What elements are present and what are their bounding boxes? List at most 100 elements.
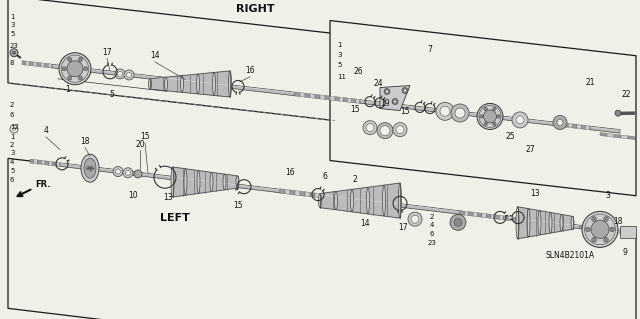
Text: 15: 15 [140,132,150,141]
Text: 1: 1 [10,134,15,140]
Polygon shape [504,216,508,220]
Text: 19: 19 [380,99,390,108]
Ellipse shape [180,76,184,92]
Ellipse shape [527,209,530,237]
Polygon shape [48,64,52,68]
Polygon shape [52,64,295,96]
Circle shape [115,69,125,79]
Ellipse shape [171,167,174,197]
Text: 11: 11 [337,74,346,80]
Polygon shape [38,160,41,164]
Ellipse shape [228,71,232,97]
Circle shape [78,76,83,80]
Polygon shape [595,227,600,231]
Polygon shape [559,122,564,127]
Polygon shape [586,125,590,130]
Text: 14: 14 [150,51,160,60]
Text: 10: 10 [128,191,138,200]
Polygon shape [380,85,410,110]
Circle shape [454,219,462,226]
Polygon shape [290,190,295,195]
Ellipse shape [196,74,200,94]
Polygon shape [29,62,33,66]
Ellipse shape [335,191,337,210]
Polygon shape [330,20,636,196]
Polygon shape [495,215,499,219]
Circle shape [118,71,122,76]
Polygon shape [150,71,230,97]
Text: FR.: FR. [35,181,51,189]
Circle shape [384,89,390,94]
Circle shape [436,102,454,120]
Polygon shape [564,123,568,127]
Circle shape [67,61,83,77]
Circle shape [582,211,618,248]
Circle shape [615,110,621,116]
Polygon shape [285,189,290,195]
Text: 7: 7 [428,45,433,54]
Polygon shape [60,163,280,193]
Polygon shape [615,229,620,234]
Polygon shape [56,162,60,167]
Circle shape [59,53,91,85]
Circle shape [392,99,398,105]
Ellipse shape [212,72,216,95]
Text: 5: 5 [10,31,14,37]
Polygon shape [320,95,325,100]
Circle shape [408,212,422,226]
Text: 16: 16 [285,168,295,177]
Polygon shape [477,213,482,217]
Polygon shape [610,229,615,233]
Circle shape [479,115,483,118]
Polygon shape [280,189,285,194]
Circle shape [366,124,374,132]
Polygon shape [320,194,460,214]
Circle shape [591,220,609,238]
Text: SLN4B2101A: SLN4B2101A [545,251,595,260]
Ellipse shape [549,212,552,233]
Polygon shape [360,100,555,126]
Circle shape [13,51,15,54]
Ellipse shape [164,77,168,91]
Circle shape [10,49,18,57]
Circle shape [440,106,450,116]
Polygon shape [486,214,491,218]
Text: 14: 14 [360,219,370,228]
Polygon shape [525,219,530,223]
Text: 17: 17 [102,48,112,57]
Polygon shape [30,159,34,163]
Polygon shape [473,212,477,217]
Circle shape [484,122,487,126]
Polygon shape [530,219,580,229]
Ellipse shape [197,171,200,193]
Circle shape [455,108,465,118]
Ellipse shape [223,174,226,190]
Polygon shape [295,92,300,97]
Text: 1: 1 [337,42,342,48]
Text: 1: 1 [10,14,15,20]
Ellipse shape [560,214,563,231]
Polygon shape [555,122,559,126]
Polygon shape [482,213,486,218]
Polygon shape [356,99,360,103]
Polygon shape [49,161,52,166]
Polygon shape [343,98,348,102]
Polygon shape [315,94,320,99]
Polygon shape [628,136,635,140]
Polygon shape [45,63,48,68]
Ellipse shape [538,211,541,235]
Text: 23: 23 [428,240,436,246]
Polygon shape [348,98,351,102]
Polygon shape [600,133,607,137]
Circle shape [591,217,596,221]
Text: 12: 12 [10,123,19,130]
Text: 16: 16 [245,66,255,75]
Text: 2: 2 [353,175,357,184]
Ellipse shape [516,207,519,239]
Text: 2: 2 [430,214,434,220]
Circle shape [451,104,469,122]
Polygon shape [315,193,320,198]
Polygon shape [37,62,41,67]
Circle shape [493,107,496,111]
Text: 6: 6 [323,172,328,181]
